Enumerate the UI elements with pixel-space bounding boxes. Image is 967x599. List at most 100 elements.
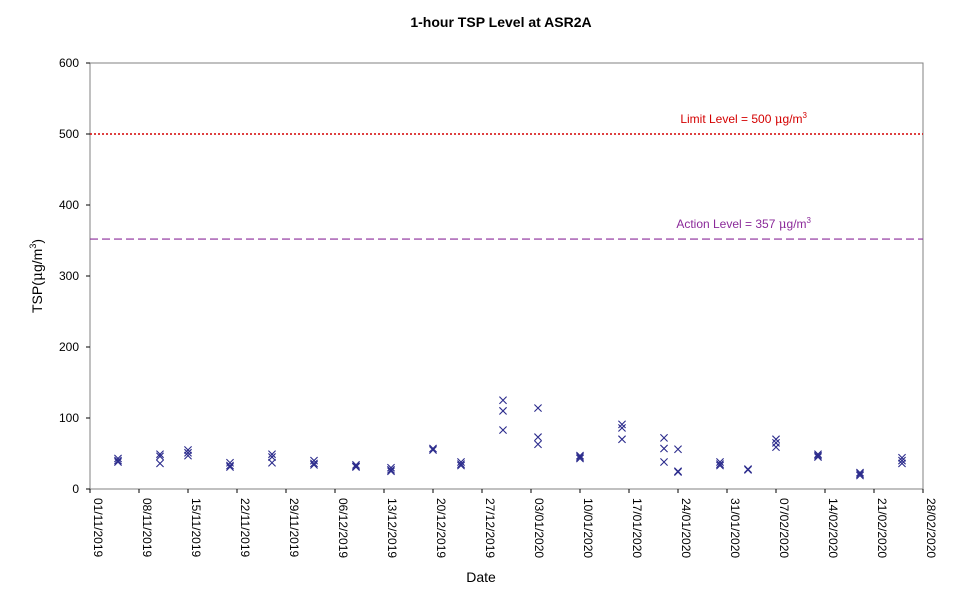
y-axis-label-mu: μ — [30, 272, 46, 281]
data-point-x-marker — [534, 440, 542, 449]
data-point-x-marker — [429, 445, 437, 454]
data-point-x-marker — [184, 448, 192, 457]
data-point-x-marker — [387, 467, 395, 476]
data-point-x-marker — [772, 438, 780, 447]
data-point-x-marker — [156, 459, 164, 468]
data-point-x-marker — [660, 444, 668, 453]
data-point-x-marker — [898, 453, 906, 462]
data-point-x-marker — [618, 435, 626, 444]
data-point-x-marker — [898, 459, 906, 468]
x-tick-label: 10/01/2020 — [581, 498, 595, 558]
data-point-x-marker — [576, 454, 584, 463]
x-tick-label: 20/12/2019 — [434, 498, 448, 558]
data-point-x-marker — [856, 471, 864, 480]
x-tick-label: 14/02/2020 — [826, 498, 840, 558]
data-point-x-marker — [744, 465, 752, 474]
x-tick-label: 22/11/2019 — [238, 498, 252, 557]
y-axis-label-close: ) — [29, 239, 45, 244]
data-point-x-marker — [156, 452, 164, 461]
data-point-x-marker — [114, 456, 122, 465]
data-point-x-marker — [534, 404, 542, 413]
x-tick-label: 01/11/2019 — [91, 498, 105, 557]
data-point-x-marker — [310, 459, 318, 468]
y-axis-label: TSP(μg/m3) — [28, 239, 46, 313]
x-tick-label: 29/11/2019 — [287, 498, 301, 557]
data-point-x-marker — [184, 451, 192, 460]
y-tick-label: 200 — [59, 340, 79, 354]
data-point-x-marker — [576, 453, 584, 462]
x-tick-label: 27/12/2019 — [483, 498, 497, 558]
y-axis-label-sup: 3 — [28, 244, 38, 249]
data-point-x-marker — [352, 463, 360, 471]
data-point-x-marker — [499, 406, 507, 415]
data-point-x-marker — [499, 426, 507, 435]
data-point-x-marker — [772, 443, 780, 452]
data-point-x-marker — [114, 458, 122, 467]
data-point-x-marker — [716, 461, 724, 470]
data-point-x-marker — [268, 453, 276, 462]
data-point-x-marker — [716, 458, 724, 467]
x-tick-label: 03/01/2020 — [532, 498, 546, 558]
x-tick-label: 24/01/2020 — [679, 498, 693, 558]
data-point-x-marker — [114, 454, 122, 463]
data-point-x-marker — [576, 451, 584, 460]
data-point-x-marker — [387, 465, 395, 474]
x-tick-label: 13/12/2019 — [385, 498, 399, 558]
data-point-x-marker — [814, 451, 822, 460]
data-point-x-marker — [814, 450, 822, 459]
x-tick-label: 06/12/2019 — [336, 498, 350, 558]
data-point-x-marker — [156, 450, 164, 459]
data-point-x-marker — [184, 445, 192, 454]
data-point-x-marker — [660, 433, 668, 442]
plot-area — [89, 62, 924, 490]
y-tick-label: 500 — [59, 127, 79, 141]
data-point-x-marker — [618, 420, 626, 429]
data-point-x-marker — [674, 467, 682, 476]
data-point-x-marker — [268, 450, 276, 459]
x-axis-label: Date — [466, 569, 496, 585]
data-point-x-marker — [457, 460, 465, 469]
data-point-x-marker — [618, 423, 626, 432]
y-axis-label-main: TSP( — [29, 281, 45, 313]
data-point-x-marker — [534, 433, 542, 442]
x-axis: 01/11/2019 08/11/2019 15/11/2019 22/11/2019… — [89, 489, 938, 558]
limit-level-label: Limit Level = 500 μg/m3 — [680, 111, 807, 126]
y-tick-label: 600 — [59, 56, 79, 70]
chart-title: 1-hour TSP Level at ASR2A — [410, 14, 591, 30]
data-point-x-marker — [387, 463, 395, 472]
x-tick-label: 21/02/2020 — [875, 498, 889, 558]
data-point-x-marker — [856, 468, 864, 477]
data-point-x-marker — [226, 463, 234, 471]
x-tick-label: 08/11/2019 — [140, 498, 154, 557]
reference-lines: Limit Level = 500 μg/m3 Action Level = 35… — [90, 111, 923, 240]
y-tick-label: 0 — [72, 482, 79, 496]
data-point-x-marker — [457, 461, 465, 470]
x-tick-label: 31/01/2020 — [728, 498, 742, 558]
y-tick-label: 100 — [59, 411, 79, 425]
y-tick-label: 400 — [59, 198, 79, 212]
x-tick-label: 15/11/2019 — [189, 498, 203, 557]
data-point-x-marker — [660, 458, 668, 467]
data-point-x-marker — [268, 458, 276, 467]
data-point-x-marker — [716, 460, 724, 469]
data-point-x-marker — [499, 396, 507, 405]
x-tick-label: 17/01/2020 — [630, 498, 644, 558]
data-point-x-marker — [856, 470, 864, 479]
data-point-x-marker — [898, 456, 906, 465]
data-point-x-marker — [457, 458, 465, 467]
y-tick-label: 300 — [59, 269, 79, 283]
data-point-x-marker — [429, 444, 437, 453]
data-point-x-marker — [310, 460, 318, 469]
y-axis: 0 100 200 300 400 500 600 — [59, 56, 90, 496]
y-axis-label-unit: g/m — [29, 249, 45, 272]
data-point-x-marker — [352, 460, 360, 469]
x-tick-label: 28/02/2020 — [924, 498, 938, 558]
data-points — [114, 396, 906, 480]
data-point-x-marker — [814, 453, 822, 462]
data-point-x-marker — [674, 445, 682, 454]
action-level-label: Action Level = 357 μg/m3 — [676, 216, 811, 231]
data-point-x-marker — [772, 435, 780, 444]
x-tick-label: 07/02/2020 — [777, 498, 791, 558]
data-point-x-marker — [226, 461, 234, 470]
